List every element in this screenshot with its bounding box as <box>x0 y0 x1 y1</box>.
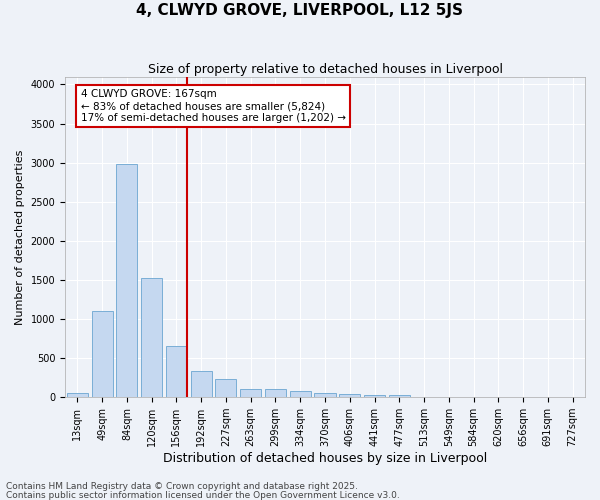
Title: Size of property relative to detached houses in Liverpool: Size of property relative to detached ho… <box>148 62 503 76</box>
Bar <box>141 278 162 397</box>
Text: Contains HM Land Registry data © Crown copyright and database right 2025.: Contains HM Land Registry data © Crown c… <box>6 482 358 491</box>
Bar <box>339 394 360 397</box>
Bar <box>191 370 212 397</box>
Bar <box>116 164 137 397</box>
Bar <box>215 379 236 397</box>
Y-axis label: Number of detached properties: Number of detached properties <box>15 150 25 324</box>
Bar <box>240 389 261 397</box>
Bar <box>166 346 187 397</box>
Bar <box>290 392 311 397</box>
Bar <box>314 394 335 397</box>
X-axis label: Distribution of detached houses by size in Liverpool: Distribution of detached houses by size … <box>163 452 487 465</box>
Bar <box>364 395 385 397</box>
Bar <box>389 396 410 397</box>
Text: 4 CLWYD GROVE: 167sqm
← 83% of detached houses are smaller (5,824)
17% of semi-d: 4 CLWYD GROVE: 167sqm ← 83% of detached … <box>80 90 346 122</box>
Bar <box>92 311 113 397</box>
Bar <box>265 389 286 397</box>
Text: 4, CLWYD GROVE, LIVERPOOL, L12 5JS: 4, CLWYD GROVE, LIVERPOOL, L12 5JS <box>137 2 464 18</box>
Bar <box>67 394 88 397</box>
Text: Contains public sector information licensed under the Open Government Licence v3: Contains public sector information licen… <box>6 490 400 500</box>
